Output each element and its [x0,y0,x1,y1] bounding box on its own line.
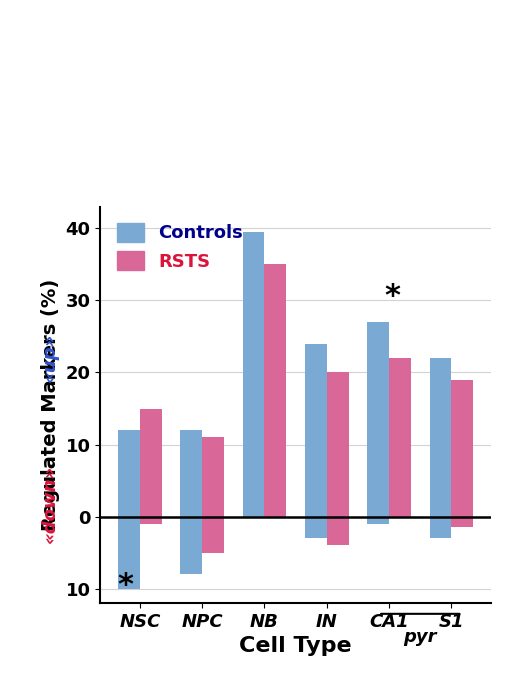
Bar [429,516,450,538]
Bar [450,379,472,516]
Y-axis label: Regulated Markers (%): Regulated Markers (%) [41,279,60,531]
Bar [367,516,388,524]
Bar [326,373,348,516]
Text: pyr: pyr [402,628,436,646]
Bar [118,516,139,588]
X-axis label: Cell Type: Cell Type [239,636,351,656]
Bar [202,516,224,553]
Bar [118,430,139,516]
Bar [305,516,326,538]
Text: «up»: «up» [40,333,59,382]
Text: «down»: «down» [40,465,59,543]
Bar [264,264,286,516]
Bar [242,232,264,516]
Legend: Controls, RSTS: Controls, RSTS [109,216,249,278]
Bar [180,516,202,574]
Text: *: * [118,571,133,599]
Bar [139,516,161,524]
Bar [326,516,348,545]
Bar [305,344,326,516]
Text: *: * [383,282,399,312]
Bar [429,358,450,516]
Bar [367,322,388,516]
Bar [180,430,202,516]
Bar [450,516,472,527]
Bar [202,437,224,516]
Bar [388,358,410,516]
Bar [139,408,161,516]
